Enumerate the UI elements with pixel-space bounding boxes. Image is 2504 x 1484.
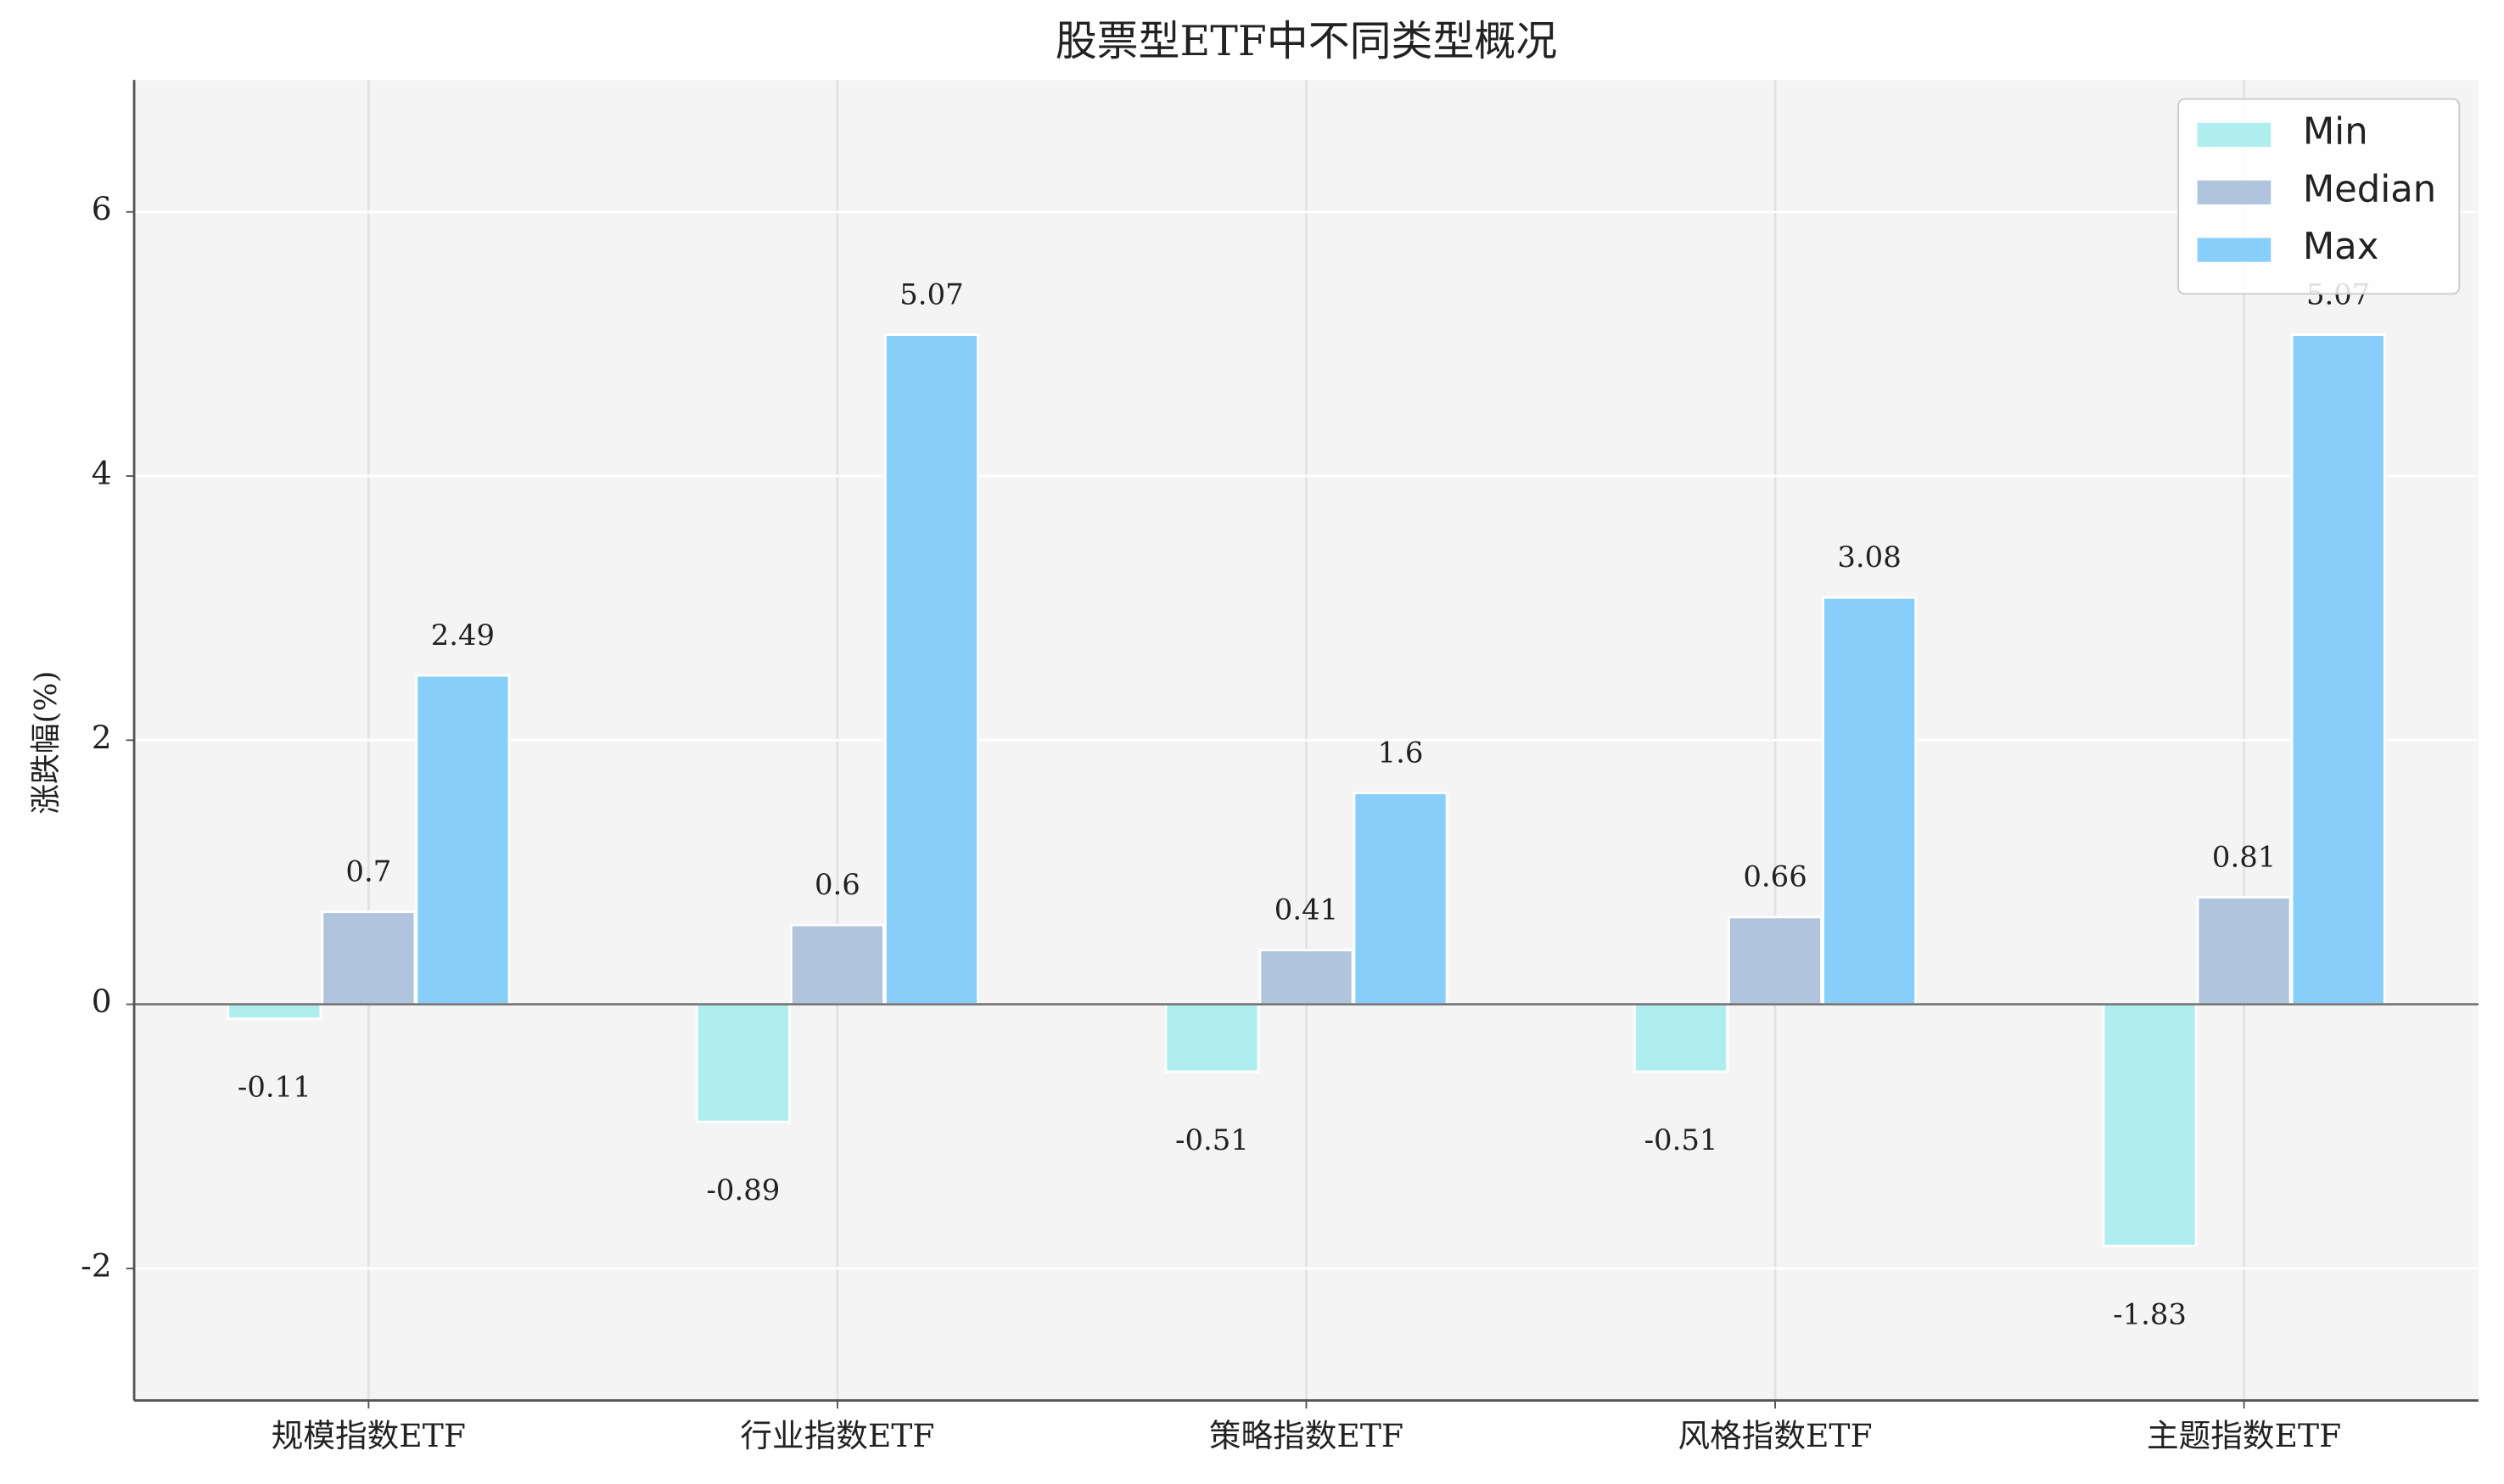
bar — [883, 333, 979, 1006]
value-label: 0.7 — [345, 855, 391, 888]
chart-title: 股票型ETF中不同类型概况 — [1056, 17, 1558, 65]
legend-swatch — [2197, 238, 2272, 262]
bar — [2290, 333, 2386, 1006]
legend-swatch — [2197, 180, 2272, 204]
value-label: 2.49 — [431, 619, 495, 652]
bar — [227, 1003, 322, 1021]
x-tick-label: 策略指数ETF — [1209, 1417, 1403, 1454]
y-tick-label: 4 — [92, 455, 112, 492]
bar — [1164, 1003, 1260, 1073]
value-label: 0.81 — [2212, 840, 2276, 873]
bar — [695, 1003, 791, 1123]
value-label: 3.08 — [1837, 540, 1901, 574]
y-axis-label: 涨跌幅(%) — [29, 671, 64, 815]
value-label: -0.51 — [1644, 1123, 1718, 1156]
bar — [2102, 1003, 2198, 1247]
y-tick-label: -2 — [81, 1246, 112, 1284]
bar — [1633, 1003, 1728, 1073]
legend: Min Median Max — [2177, 98, 2461, 295]
value-label: 1.6 — [1378, 736, 1424, 769]
y-tick-label: 0 — [92, 983, 112, 1020]
legend-label: Min — [2303, 111, 2368, 154]
bar — [1728, 916, 1823, 1006]
bar — [789, 923, 885, 1006]
bar — [2196, 896, 2292, 1006]
bar — [1353, 792, 1448, 1006]
value-label: -0.89 — [706, 1173, 780, 1207]
value-label: -0.51 — [1175, 1123, 1249, 1156]
value-label: 0.6 — [815, 868, 860, 901]
value-label: -0.11 — [238, 1071, 311, 1104]
value-label: 0.41 — [1274, 893, 1338, 927]
x-tick-label: 行业指数ETF — [740, 1417, 934, 1454]
value-label: 5.07 — [899, 277, 963, 311]
x-tick-label: 规模指数ETF — [272, 1417, 466, 1454]
bar — [415, 674, 511, 1006]
bar — [1258, 949, 1354, 1006]
x-tick-label: 风格指数ETF — [1678, 1417, 1872, 1454]
legend-label: Max — [2303, 226, 2378, 268]
legend-label: Median — [2303, 168, 2436, 210]
y-tick-label: 2 — [92, 719, 112, 756]
y-tick-label: 6 — [92, 190, 112, 227]
bar — [1822, 596, 1918, 1006]
x-tick-label: 主题指数ETF — [2147, 1417, 2341, 1454]
value-label: 0.66 — [1743, 860, 1807, 893]
bar — [321, 910, 417, 1006]
value-label: -1.83 — [2113, 1297, 2187, 1330]
legend-swatch — [2197, 122, 2272, 148]
